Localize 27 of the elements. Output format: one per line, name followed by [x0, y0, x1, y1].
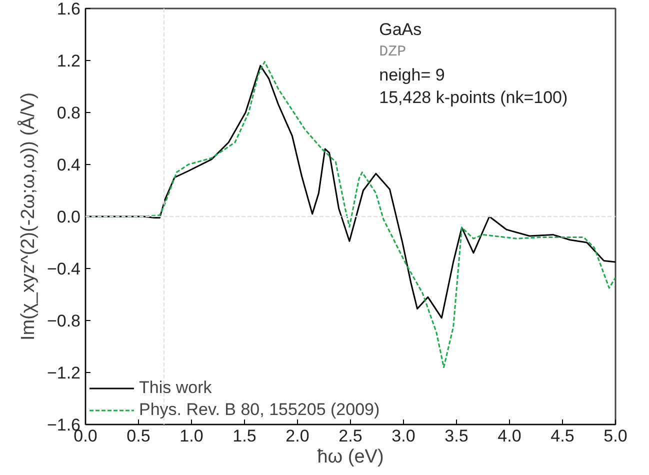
x-tick-label: 4.5 [550, 426, 574, 446]
y-axis-title: Im(χ_xyz^(2)(-2ω;ω,ω)) (Å/V) [16, 92, 39, 341]
annotation: 15,428 k-points (nk=100) [379, 88, 568, 108]
x-tick-label: 1.0 [180, 426, 204, 446]
x-tick-label: 3.5 [444, 426, 468, 446]
x-tick-label: 5.0 [604, 426, 628, 446]
x-tick-label: 2.0 [286, 426, 310, 446]
x-tick-label: 0.5 [126, 426, 150, 446]
y-tick-label: −1.2 [46, 364, 80, 382]
annotation: DZP [379, 44, 406, 61]
annotation: neigh= 9 [379, 65, 445, 84]
y-tick-label: 0.0 [56, 208, 81, 226]
y-tick-label: 1.6 [56, 0, 81, 18]
annotation: GaAs [379, 20, 422, 39]
x-tick-label: 2.5 [338, 426, 362, 446]
x-tick-label: 1.5 [232, 426, 256, 446]
legend-label: This work [139, 378, 212, 398]
legend-label: Phys. Rev. B 80, 155205 (2009) [139, 400, 380, 420]
y-tick-label: 0.4 [56, 156, 81, 174]
x-tick-label: 4.0 [498, 426, 522, 446]
y-tick-label: 1.2 [56, 52, 81, 70]
x-tick-label: 3.0 [392, 426, 416, 446]
y-tick-label: 0.8 [56, 104, 81, 122]
y-tick-label: −0.4 [46, 260, 80, 278]
y-tick-label: −0.8 [46, 312, 80, 330]
line-series [86, 61, 616, 368]
x-axis-title: ħω (eV) [317, 446, 384, 468]
